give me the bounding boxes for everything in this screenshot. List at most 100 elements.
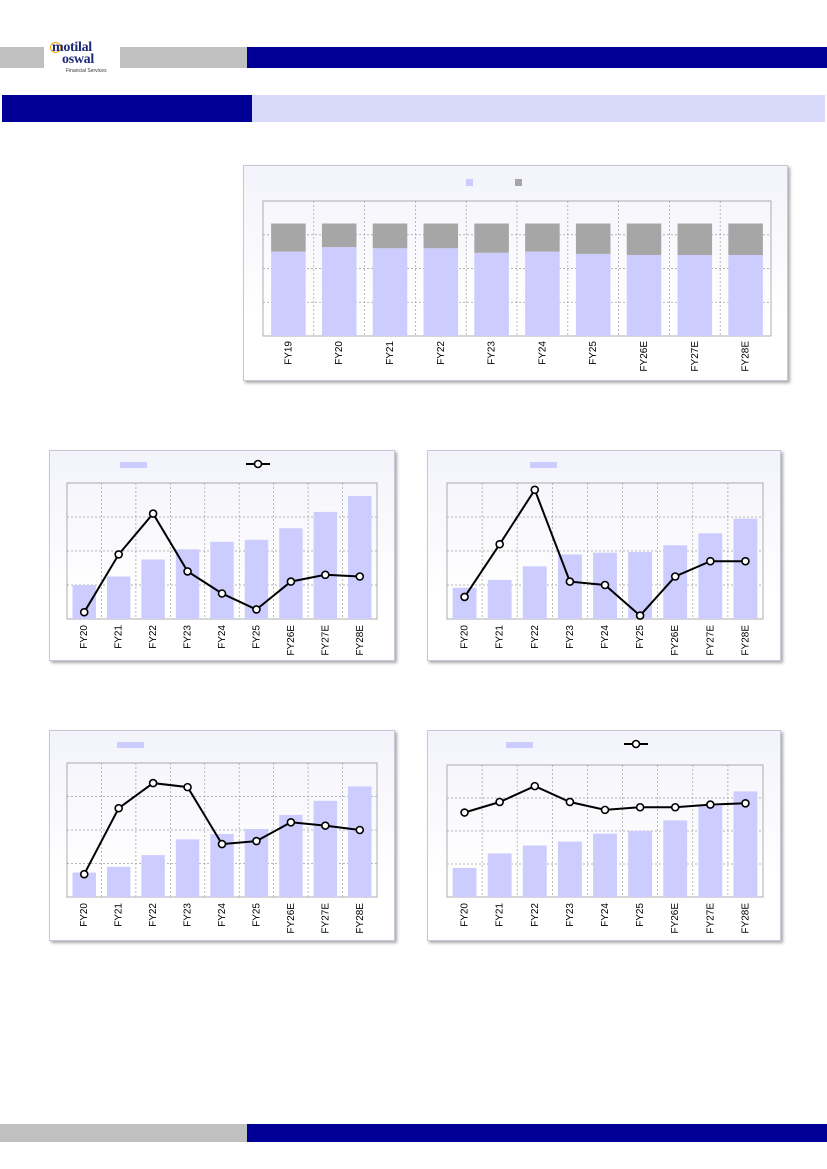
- bar-FY19-base: [271, 251, 306, 336]
- x-tick-label: FY23: [565, 625, 576, 649]
- line-point-FY21: [114, 803, 123, 813]
- bar-FY27E: [698, 533, 723, 619]
- bar-FY27E: [698, 805, 723, 897]
- bar-FY25-base: [575, 253, 611, 336]
- bar-FY27E: [313, 511, 338, 619]
- bar-FY28E: [733, 518, 758, 619]
- x-tick-label: FY20: [460, 903, 471, 927]
- section-band-lavender: [252, 95, 825, 122]
- x-tick-label: FY21: [385, 341, 396, 365]
- bar-FY24: [593, 833, 617, 897]
- bar-FY28E: [348, 495, 372, 619]
- line-point-FY21: [495, 539, 504, 549]
- bar-FY23: [557, 841, 582, 897]
- bar-FY25: [244, 828, 269, 897]
- x-tick-label: FY25: [251, 625, 262, 649]
- chart-panel-3: FY20 FY21 FY22 FY23 FY24 FY25 FY26E FY27E FY28E: [427, 450, 781, 661]
- bar-FY23: [557, 554, 582, 619]
- bar-FY28E: [348, 786, 372, 897]
- x-tick-label: FY19: [283, 341, 294, 365]
- x-tick-label: FY26E: [286, 903, 297, 934]
- bar-FY20: [72, 585, 96, 619]
- bar-FY22: [522, 566, 547, 619]
- line-point-FY24: [217, 589, 227, 598]
- line-point-FY23: [565, 577, 575, 586]
- bar-FY21-base: [372, 248, 408, 336]
- bar-FY28E: [733, 791, 758, 897]
- x-tick-label: FY22: [436, 341, 447, 365]
- header-navy-bar: [247, 47, 827, 68]
- x-tick-label: FY28E: [355, 625, 366, 656]
- x-tick-label: FY25: [635, 625, 646, 649]
- line-point-FY25: [252, 605, 261, 614]
- line-point-FY26E: [286, 577, 296, 586]
- chart-panel-2: FY20 FY21 FY22 FY23 FY24 FY25 FY26E FY27E FY28E: [49, 450, 395, 661]
- logo-tagline: Financial Services: [66, 68, 107, 74]
- bar-FY26E: [279, 528, 303, 619]
- legend-marker-2: [515, 179, 522, 186]
- x-tick-label: FY23: [183, 903, 194, 927]
- x-tick-label: FY20: [79, 625, 90, 649]
- x-tick-label: FY28E: [741, 341, 752, 372]
- bar-FY22: [141, 855, 165, 897]
- chart-1-svg: FY19 FY20 FY21 FY22 FY23 FY24 FY25 FY26E FY27E FY…: [262, 179, 772, 372]
- bar-FY20: [452, 867, 477, 897]
- x-tick-label: FY24: [600, 625, 611, 649]
- line-point-FY27E: [321, 821, 330, 830]
- bar-FY25: [628, 552, 653, 619]
- bar-FY27E-top: [677, 223, 713, 255]
- x-tick-label: FY21: [114, 625, 125, 649]
- x-tick-label: FY23: [183, 625, 194, 649]
- line-point-FY20: [79, 607, 89, 617]
- bar-FY22-base: [423, 248, 459, 336]
- line-point-FY23: [565, 797, 575, 807]
- line-point-FY21: [495, 797, 504, 807]
- bar-FY23-top: [474, 223, 509, 253]
- line-point-FY27E: [321, 570, 330, 580]
- bar-FY26E-base: [626, 255, 662, 336]
- line-point-FY23: [183, 782, 192, 792]
- bar-FY20-top: [321, 223, 357, 248]
- line-point-FY21: [114, 550, 123, 559]
- line-point-FY24: [600, 805, 610, 815]
- line-point-FY24: [217, 839, 227, 849]
- line-point-FY20: [460, 592, 469, 602]
- bar-FY23-base: [474, 252, 509, 336]
- x-tick-label: FY22: [530, 903, 541, 927]
- x-tick-label: FY20: [460, 625, 471, 649]
- chart-panel-1: FY19 FY20 FY21 FY22 FY23 FY24 FY25 FY26E FY27E FY…: [243, 165, 788, 381]
- x-tick-label: FY25: [635, 903, 646, 927]
- bar-FY22: [522, 845, 547, 897]
- chart-3-svg: FY20 FY21 FY22 FY23 FY24 FY25 FY26E FY27E FY28E: [446, 462, 764, 656]
- bar-FY27E-base: [677, 255, 713, 336]
- legend-marker-1: [530, 462, 557, 468]
- bar-FY20: [72, 872, 96, 897]
- x-tick-label: FY28E: [355, 903, 366, 934]
- section-band-navy: [2, 95, 252, 122]
- x-tick-label: FY27E: [705, 903, 716, 934]
- bar-FY28E-top: [728, 223, 763, 255]
- chart-2-svg: FY20 FY21 FY22 FY23 FY24 FY25 FY26E FY27E FY28E: [66, 459, 378, 656]
- chart-panel-5: FY20 FY21 FY22 FY23 FY24 FY25 FY26E FY27E FY28E: [427, 730, 781, 941]
- bar-FY24: [210, 834, 234, 897]
- x-tick-label: FY22: [148, 903, 159, 927]
- x-tick-label: FY22: [530, 625, 541, 649]
- line-point-FY22: [148, 778, 158, 788]
- line-point-FY24: [600, 580, 610, 590]
- line-point-FY25: [635, 611, 645, 620]
- legend-marker-1: [466, 179, 473, 186]
- x-tick-label: FY27E: [320, 625, 331, 656]
- x-tick-label: FY21: [495, 903, 506, 927]
- bar-FY24-base: [525, 251, 560, 336]
- bar-FY21: [487, 579, 512, 619]
- x-tick-label: FY21: [495, 625, 506, 649]
- footer-grey-bar: [0, 1124, 247, 1142]
- bar-FY20: [452, 587, 477, 619]
- logo-line2: oswal: [62, 52, 94, 67]
- x-tick-label: FY20: [334, 341, 345, 365]
- x-tick-label: FY24: [217, 903, 228, 927]
- line-point-FY25: [252, 836, 261, 846]
- chart-5-svg: FY20 FY21 FY22 FY23 FY24 FY25 FY26E FY27E FY28E: [446, 739, 764, 934]
- line-point-FY20: [460, 808, 469, 817]
- line-point-FY28E: [741, 798, 750, 808]
